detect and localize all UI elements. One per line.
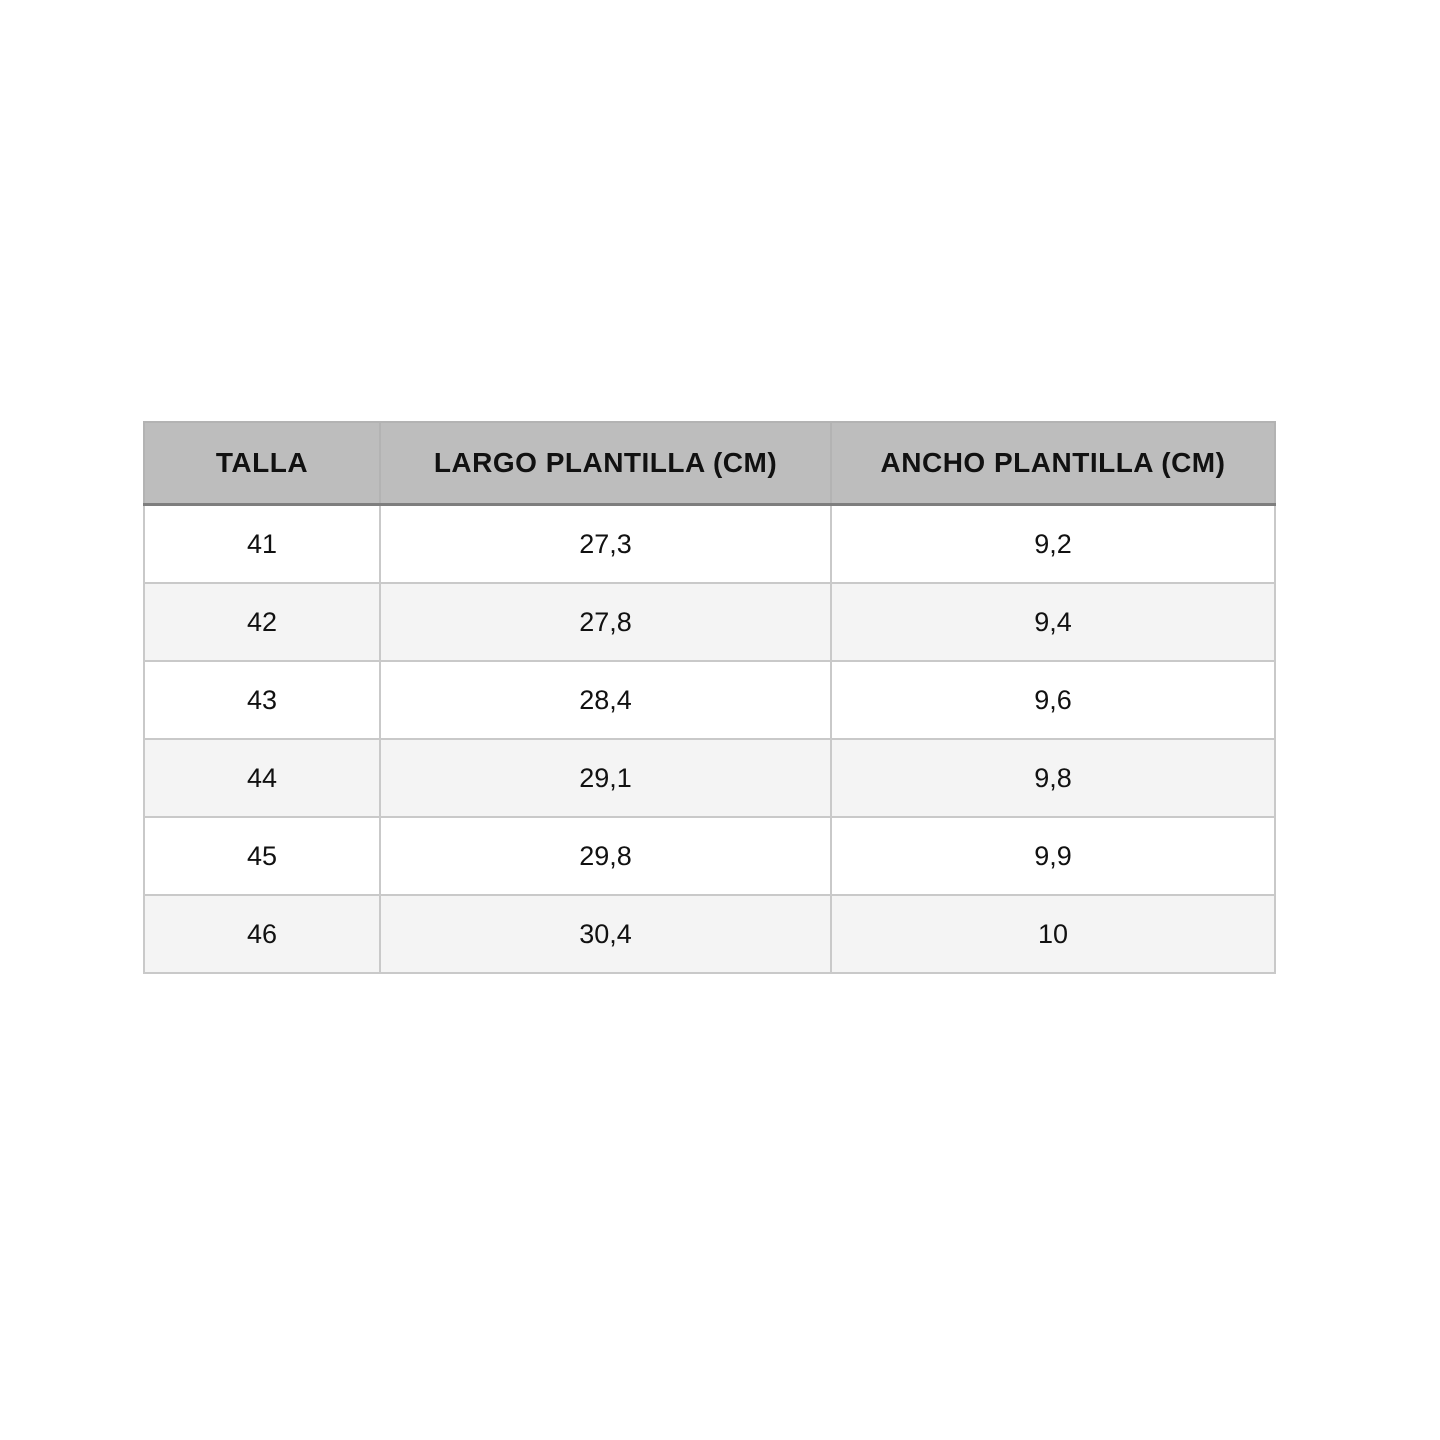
- table-row: 41 27,3 9,2: [143, 503, 1276, 584]
- cell-talla: 42: [143, 582, 381, 662]
- table-row: 42 27,8 9,4: [143, 582, 1276, 662]
- header-row: TALLA LARGO PLANTILLA (CM) ANCHO PLANTIL…: [143, 421, 1276, 506]
- cell-talla: 45: [143, 816, 381, 896]
- cell-talla: 46: [143, 894, 381, 974]
- size-chart-table-container: TALLA LARGO PLANTILLA (CM) ANCHO PLANTIL…: [143, 421, 1276, 974]
- cell-ancho: 9,8: [830, 738, 1276, 818]
- table-row: 43 28,4 9,6: [143, 660, 1276, 740]
- cell-ancho: 10: [830, 894, 1276, 974]
- table-row: 46 30,4 10: [143, 894, 1276, 974]
- size-chart-table: TALLA LARGO PLANTILLA (CM) ANCHO PLANTIL…: [143, 421, 1276, 974]
- cell-ancho: 9,2: [830, 503, 1276, 584]
- cell-ancho: 9,9: [830, 816, 1276, 896]
- table-row: 45 29,8 9,9: [143, 816, 1276, 896]
- cell-largo: 27,3: [379, 503, 832, 584]
- cell-largo: 29,1: [379, 738, 832, 818]
- table-body: 41 27,3 9,2 42 27,8 9,4 43 28,4 9,6 44 2…: [143, 503, 1276, 974]
- header-cell-largo-plantilla: LARGO PLANTILLA (CM): [379, 421, 832, 506]
- cell-largo: 28,4: [379, 660, 832, 740]
- cell-largo: 27,8: [379, 582, 832, 662]
- table-header: TALLA LARGO PLANTILLA (CM) ANCHO PLANTIL…: [143, 421, 1276, 506]
- cell-talla: 43: [143, 660, 381, 740]
- header-cell-ancho-plantilla: ANCHO PLANTILLA (CM): [830, 421, 1276, 506]
- cell-ancho: 9,6: [830, 660, 1276, 740]
- cell-largo: 30,4: [379, 894, 832, 974]
- cell-ancho: 9,4: [830, 582, 1276, 662]
- cell-talla: 41: [143, 503, 381, 584]
- header-cell-talla: TALLA: [143, 421, 381, 506]
- cell-talla: 44: [143, 738, 381, 818]
- cell-largo: 29,8: [379, 816, 832, 896]
- table-row: 44 29,1 9,8: [143, 738, 1276, 818]
